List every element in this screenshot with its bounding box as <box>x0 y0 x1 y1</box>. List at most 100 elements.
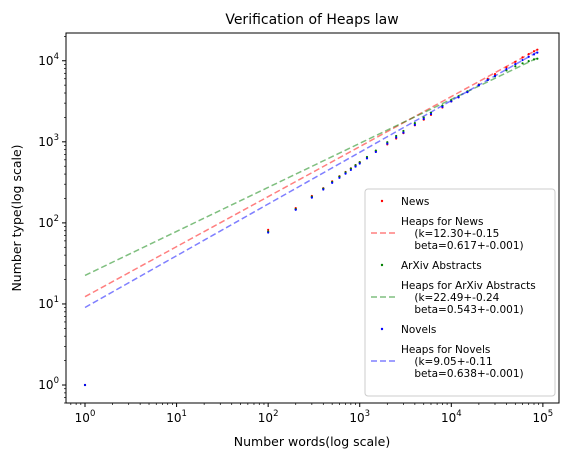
data-point <box>532 53 536 56</box>
data-point <box>527 60 530 63</box>
data-point <box>338 176 341 179</box>
legend-box <box>364 188 556 397</box>
data-point <box>505 66 508 69</box>
tick-base: 10 <box>38 378 53 392</box>
legend-label-line: Novels <box>401 324 436 336</box>
legend-label-line: (k=22.49+-0.24 <box>401 292 500 304</box>
legend-label-line: Heaps for News <box>401 216 483 228</box>
data-point <box>486 78 489 82</box>
legend-label-0: News <box>401 196 429 208</box>
legend-label-line: beta=0.543+-0.001) <box>401 304 524 316</box>
tick-base: 10 <box>38 297 53 311</box>
tick-label: 102 <box>38 214 59 230</box>
tick-exponent: 5 <box>548 409 553 419</box>
data-point <box>395 136 398 139</box>
data-point <box>536 48 539 51</box>
tick-exponent: 1 <box>182 409 187 419</box>
data-point <box>514 62 517 66</box>
data-point <box>267 228 270 231</box>
data-point <box>505 67 508 71</box>
tick-label: 100 <box>75 409 96 425</box>
tick-base: 10 <box>38 54 53 68</box>
series-points-4 <box>83 51 539 387</box>
legend-label-line: Heaps for Novels <box>401 344 490 356</box>
legend-label-5: Heaps for Novels (k=9.05+-0.11 beta=0.63… <box>401 344 524 380</box>
tick-label: 102 <box>258 409 279 425</box>
tick-label: 104 <box>38 52 59 68</box>
data-point <box>450 100 453 103</box>
tick-base: 10 <box>75 411 90 425</box>
data-point <box>457 96 460 99</box>
data-point <box>267 231 270 234</box>
tick-label: 103 <box>349 409 370 425</box>
data-point <box>402 129 405 133</box>
fit-line-5 <box>84 51 538 309</box>
data-point <box>395 134 398 138</box>
data-point <box>344 172 347 175</box>
tick-label: 101 <box>38 295 59 311</box>
data-point <box>532 50 536 53</box>
data-point <box>365 157 369 160</box>
tick-exponent: 0 <box>54 376 59 386</box>
data-point <box>310 196 313 199</box>
legend-label-2: ArXiv Abstracts <box>401 260 482 272</box>
tick-base: 10 <box>166 411 181 425</box>
legend-label-4: Novels <box>401 324 436 336</box>
data-point <box>536 51 539 54</box>
data-point <box>514 65 517 68</box>
data-point <box>521 56 524 59</box>
data-point <box>413 123 416 126</box>
data-point <box>322 188 325 191</box>
data-point <box>331 181 334 184</box>
tick-base: 10 <box>38 216 53 230</box>
chart-title: Verification of Heaps law <box>225 12 398 28</box>
legend-marker-0 <box>380 199 384 203</box>
plot-area <box>83 48 539 387</box>
data-point <box>521 62 524 65</box>
data-point <box>422 117 425 120</box>
x-axis-ticks: 100 101 102 103 104 105 <box>70 403 554 425</box>
tick-base: 10 <box>258 411 273 425</box>
data-point <box>358 162 361 165</box>
data-point <box>441 105 444 108</box>
y-axis-label: Number type(log scale) <box>9 144 24 291</box>
tick-exponent: 3 <box>365 409 370 419</box>
data-point <box>354 165 357 168</box>
tick-label: 104 <box>441 409 462 425</box>
data-point <box>349 168 352 172</box>
legend-label-3: Heaps for ArXiv Abstracts (k=22.49+-0.24… <box>401 280 536 316</box>
tick-label: 101 <box>166 409 187 425</box>
data-point <box>294 208 297 211</box>
tick-base: 10 <box>441 411 456 425</box>
tick-exponent: 0 <box>90 409 95 419</box>
legend-label-line: (k=12.30+-0.15 <box>401 228 499 240</box>
legend: News Heaps for News (k=12.30+-0.15 beta=0… <box>364 188 556 397</box>
legend-label-line: Heaps for ArXiv Abstracts <box>401 280 536 292</box>
data-point <box>83 383 87 387</box>
tick-label: 105 <box>533 409 554 425</box>
tick-base: 10 <box>533 411 548 425</box>
x-axis-label: Number words(log scale) <box>234 434 390 449</box>
legend-label-1: Heaps for News (k=12.30+-0.15 beta=0.617… <box>401 216 524 252</box>
tick-label: 100 <box>38 376 59 392</box>
tick-base: 10 <box>349 411 364 425</box>
tick-exponent: 2 <box>54 214 59 224</box>
data-point <box>521 58 524 62</box>
fit-line-1 <box>84 48 538 298</box>
data-point <box>532 58 536 61</box>
tick-exponent: 3 <box>54 133 59 143</box>
legend-label-line: beta=0.638+-0.001) <box>401 368 524 380</box>
data-point <box>386 142 389 145</box>
data-point <box>477 84 480 87</box>
tick-exponent: 4 <box>456 409 461 419</box>
tick-label: 103 <box>38 133 59 149</box>
legend-marker-4 <box>380 327 384 331</box>
data-point <box>527 52 530 56</box>
data-point <box>514 60 517 63</box>
tick-exponent: 2 <box>273 409 278 419</box>
data-point <box>536 57 539 60</box>
data-point <box>527 55 530 58</box>
legend-label-line: ArXiv Abstracts <box>401 260 482 272</box>
